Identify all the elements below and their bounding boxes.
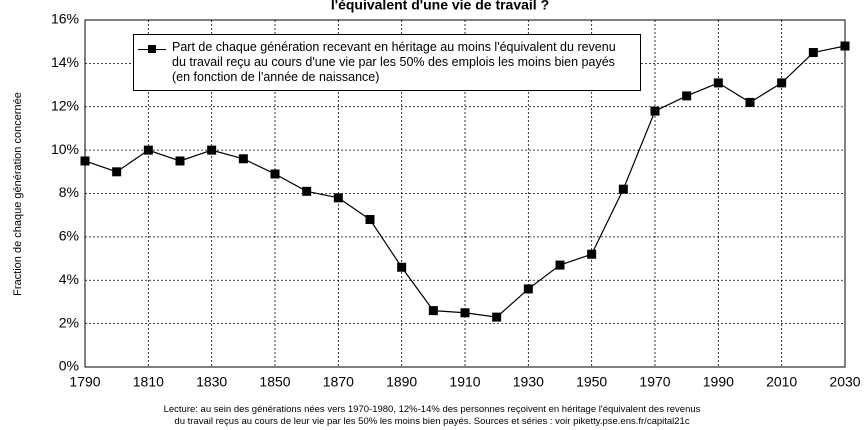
- marker: [143, 145, 153, 155]
- plot-frame: [84, 19, 846, 368]
- x-tick-label: 1810: [133, 374, 164, 390]
- x-tick-label: 1890: [386, 374, 417, 390]
- marker: [840, 41, 850, 51]
- y-tick-label: 14%: [51, 54, 79, 70]
- y-tick-label: 8%: [59, 184, 79, 200]
- marker: [745, 97, 755, 107]
- marker: [618, 184, 628, 194]
- marker: [428, 306, 438, 316]
- marker: [492, 312, 502, 322]
- x-tick-label: 1830: [196, 374, 227, 390]
- marker: [175, 156, 185, 166]
- marker: [523, 284, 533, 294]
- marker: [302, 186, 312, 196]
- x-tick-label: 1930: [513, 374, 544, 390]
- marker: [333, 193, 343, 203]
- y-tick-label: 0%: [59, 358, 79, 374]
- marker: [460, 308, 470, 318]
- marker: [587, 249, 597, 259]
- legend-marker: [148, 45, 156, 53]
- marker: [207, 145, 217, 155]
- y-tick-label: 16%: [51, 11, 79, 27]
- marker: [112, 167, 122, 177]
- marker: [713, 78, 723, 88]
- x-tick-label: 1850: [259, 374, 290, 390]
- legend: Part de chaque génération recevant en hé…: [133, 34, 641, 91]
- marker: [777, 78, 787, 88]
- y-tick-label: 6%: [59, 228, 79, 244]
- y-tick-label: 2%: [59, 314, 79, 330]
- chart-title: l'équivalent d'une vie de travail ?: [331, 0, 549, 13]
- legend-label: Part de chaque génération recevant en hé…: [172, 40, 616, 84]
- note: du travail reçus au cours de leur vie pa…: [174, 416, 690, 427]
- x-tick-label: 1990: [703, 374, 734, 390]
- x-tick-label: 1910: [449, 374, 480, 390]
- marker: [270, 169, 280, 179]
- marker: [808, 48, 818, 58]
- marker: [365, 215, 375, 225]
- x-tick-label: 2030: [829, 374, 860, 390]
- x-tick-label: 2010: [766, 374, 797, 390]
- marker: [650, 106, 660, 116]
- y-axis-label: Fraction de chaque génération concernée: [12, 92, 24, 296]
- marker: [238, 154, 248, 164]
- y-tick-label: 12%: [51, 97, 79, 113]
- marker: [682, 91, 692, 101]
- marker: [397, 262, 407, 272]
- x-tick-label: 1970: [639, 374, 670, 390]
- x-tick-label: 1950: [576, 374, 607, 390]
- marker: [555, 260, 565, 270]
- y-tick-label: 10%: [51, 141, 79, 157]
- y-tick-label: 4%: [59, 271, 79, 287]
- marker: [80, 156, 90, 166]
- x-tick-label: 1870: [323, 374, 354, 390]
- x-tick-label: 1790: [69, 374, 100, 390]
- note: Lecture: au sein des générations nées ve…: [163, 404, 701, 415]
